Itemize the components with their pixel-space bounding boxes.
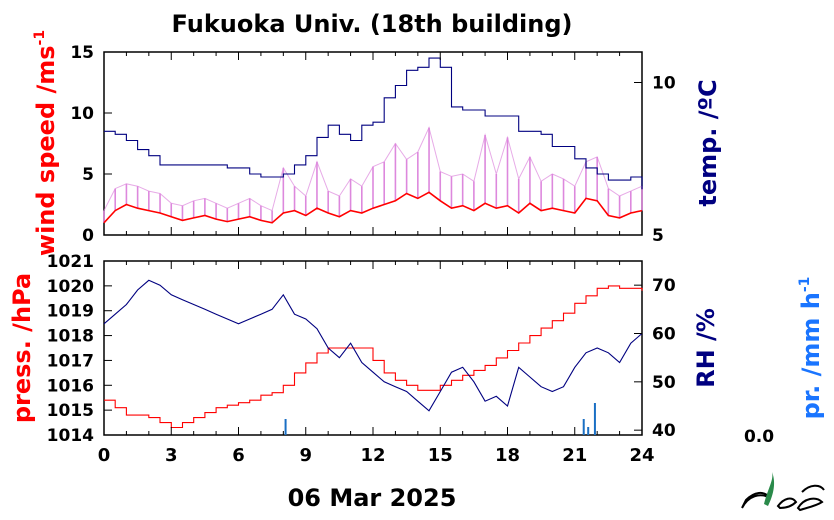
x-tick-label: 15 — [428, 445, 453, 466]
left-tick-label: 1019 — [47, 302, 94, 322]
chart-title: Fukuoka Univ. (18th building) — [172, 10, 573, 38]
x-tick-label: 3 — [165, 445, 178, 466]
precipitation-bar — [582, 419, 585, 435]
top-panel-ticks: 0 5 10 15 5 10 — [70, 43, 676, 246]
x-tick-label: 6 — [232, 445, 245, 466]
precipitation-bar — [593, 403, 596, 435]
precipitation-bar — [587, 427, 590, 435]
pressure-series — [104, 285, 643, 429]
rh-axis-label: RH /% — [692, 308, 720, 388]
right-tick-label: 70 — [652, 276, 676, 296]
right-tick-label: 40 — [652, 421, 676, 441]
x-tick-label: 9 — [299, 445, 312, 466]
left-tick-label: 10 — [70, 104, 94, 124]
precipitation-series — [284, 403, 596, 435]
right-tick-label: 50 — [652, 373, 676, 393]
bottom-panel: 0 3 6 9 12 15 18 21 24 1014 1015 1016 1017 1018 1019 10… — [8, 252, 825, 466]
temperature-axis-label: temp. /ºC — [694, 79, 722, 206]
x-tick-label: 24 — [629, 445, 654, 466]
left-tick-label: 15 — [70, 43, 94, 63]
left-tick-label: 1021 — [47, 252, 94, 272]
relative-humidity-series — [103, 279, 643, 412]
x-tick-label: 0 — [98, 445, 111, 466]
precipitation-bar — [284, 419, 287, 435]
gust-line — [103, 126, 643, 212]
left-tick-label: 1016 — [47, 376, 94, 396]
left-tick-label: 1020 — [47, 277, 94, 297]
pressure-axis-label: press. /hPa — [8, 273, 36, 423]
left-tick-label: 1014 — [47, 426, 94, 446]
left-tick-label: 1018 — [47, 327, 94, 347]
wind-speed-axis-label: wind speed /ms-1 — [32, 30, 60, 256]
logo-mark — [741, 472, 825, 512]
rh-line — [103, 279, 643, 412]
right-tick-label: 60 — [652, 325, 676, 345]
temperature-series — [104, 57, 643, 190]
pressure-line — [104, 285, 643, 429]
precipitation-axis-label: pr. /mm h-1 — [797, 277, 825, 420]
bottom-panel-ticks: 0 3 6 9 12 15 18 21 24 1014 1015 1016 1017 1018 1019 10… — [47, 252, 676, 466]
temperature-line — [104, 57, 643, 190]
x-tick-label: 12 — [360, 445, 385, 466]
wind-speed-series — [103, 191, 643, 224]
precipitation-total: 0.0 — [744, 427, 774, 447]
left-tick-label: 5 — [82, 165, 94, 185]
gust-series — [103, 126, 643, 223]
x-tick-label: 21 — [562, 445, 587, 466]
right-tick-label: 10 — [652, 74, 676, 94]
left-tick-label: 0 — [82, 226, 94, 246]
left-tick-label: 1015 — [47, 401, 94, 421]
x-tick-label: 18 — [495, 445, 520, 466]
right-tick-label: 5 — [652, 226, 664, 246]
top-panel: 0 5 10 15 5 10 wind speed /ms-1 temp. /ºC — [32, 30, 722, 256]
wind-speed-line — [103, 191, 643, 224]
left-tick-label: 1017 — [47, 351, 94, 371]
date-label: 06 Mar 2025 — [288, 484, 457, 512]
